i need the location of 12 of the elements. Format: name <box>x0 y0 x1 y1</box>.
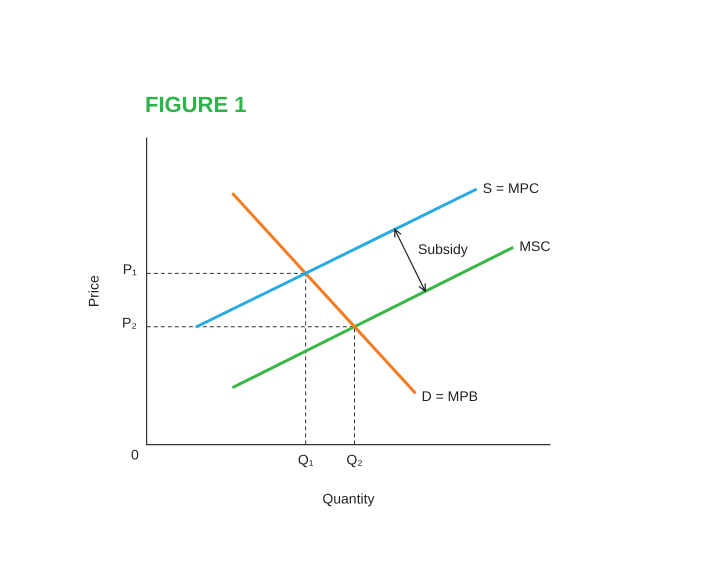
ref-line-label: P₁ <box>122 261 138 278</box>
annotation: Subsidy <box>418 241 468 258</box>
x-tick-label: Q₁ <box>298 452 314 468</box>
x-tick-label: Q₂ <box>346 452 363 468</box>
series-label: D = MPB <box>422 388 478 404</box>
chart-title: FIGURE 1 <box>145 92 246 118</box>
x-axis-title: Quantity <box>322 490 374 506</box>
series-label: S = MPC <box>482 180 540 196</box>
text: 0 <box>131 446 140 462</box>
y-axis-title: Price <box>85 275 102 308</box>
series-label: MSC <box>519 238 550 254</box>
ref-line-label: P₂ <box>122 314 137 331</box>
